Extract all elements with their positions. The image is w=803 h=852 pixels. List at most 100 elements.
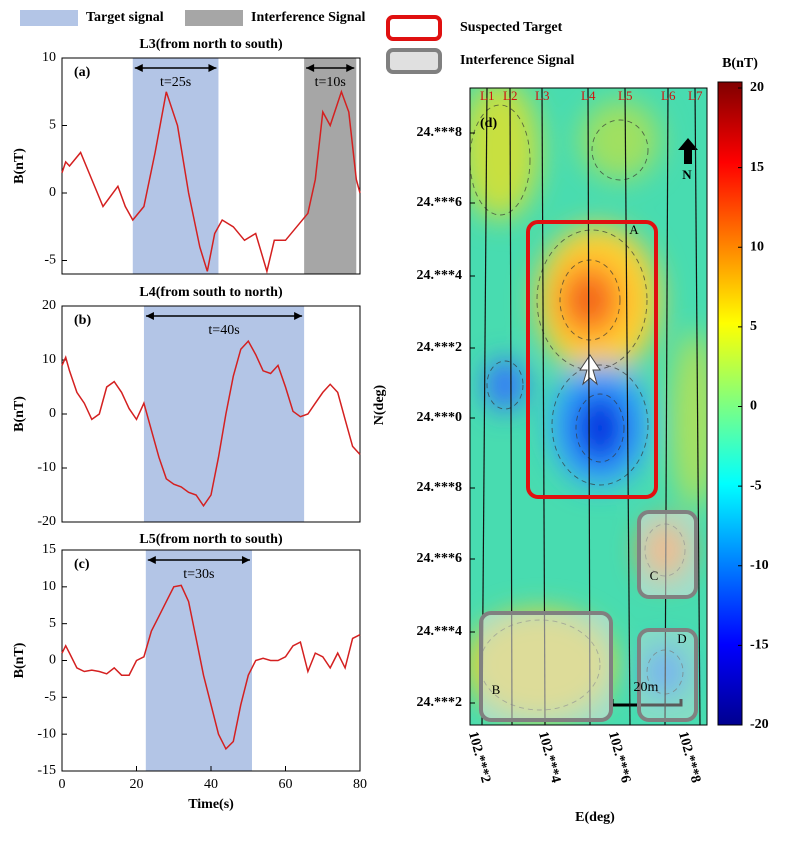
x-tick-label: 80 [353,777,367,792]
y-tick-label: 24.***0 [417,410,463,425]
y-tick-label: 24.***6 [417,195,463,210]
legend-swatch [386,15,442,41]
x-tick-label: 40 [204,777,218,792]
y-tick-label: 5 [49,616,56,631]
x-tick-label: 60 [279,777,293,792]
region-box [526,220,658,499]
survey-line-label: L5 [618,88,632,103]
survey-line-label: L4 [581,88,596,103]
survey-line [694,87,701,726]
x-tick-label: 102.***8 [675,730,703,785]
chart-title: L5(from north to south) [139,532,283,547]
y-tick-label: 5 [49,118,56,133]
span-label: t=10s [315,75,346,90]
x-tick-label: 102.***4 [535,730,563,785]
panel-label: (b) [74,313,91,328]
legend-label: Interference Signal [460,53,575,68]
y-tick-label: 0 [49,185,56,200]
y-tick-label: 0 [49,406,56,421]
survey-line [664,87,669,726]
legend-label: Interference Signal [251,10,366,25]
x-tick-label: 0 [59,777,66,792]
y-tick-label: -10 [37,726,56,741]
y-tick-label: 24.***8 [417,480,463,495]
colorbar-tick-label: -20 [750,717,769,732]
y-tick-label: 10 [42,579,56,594]
y-tick-label: 24.***2 [417,340,463,355]
survey-line-label: L6 [661,88,676,103]
chart-title: L3(from north to south) [139,37,283,52]
panel-label: (c) [74,557,90,572]
region-box [637,510,698,599]
region-label: B [492,682,501,697]
legend-label: Target signal [86,10,164,25]
colorbar-tick-label: 5 [750,319,757,334]
region-box [479,611,613,722]
survey-line [624,87,631,726]
y-tick-label: 10 [42,352,56,367]
north-label: N [682,167,692,182]
y-tick-label: 20 [42,298,56,313]
colorbar-tick-label: 15 [750,160,764,175]
x-tick-label: 102.***6 [605,730,633,785]
survey-line-label: L3 [535,88,549,103]
region-label: C [650,568,659,583]
x-axis-label: Time(s) [188,797,234,812]
colorbar-tick-label: 10 [750,239,764,254]
panel-label: (d) [480,116,497,131]
y-tick-label: -15 [37,763,56,778]
y-tick-label: 10 [42,50,56,65]
region-box [637,628,698,722]
y-axis-label: B(nT) [12,642,27,678]
y-tick-label: 24.***8 [417,125,463,140]
signal-span [145,550,252,771]
survey-line-label: L2 [503,88,517,103]
y-axis-label: N(deg) [372,384,387,425]
survey-line-label: L7 [688,88,703,103]
signal-line [61,339,361,508]
chart-title: L4(from south to north) [139,285,283,300]
legend-label: Suspected Target [460,20,563,35]
y-tick-label: -10 [37,460,56,475]
legend-swatch [386,48,442,74]
x-axis-label: E(deg) [575,810,615,825]
scale-label: 20m [634,680,659,695]
colorbar-tick-label: -10 [750,558,769,573]
signal-span [304,58,357,274]
signal-span [132,58,219,274]
y-tick-label: -20 [37,514,56,529]
colorbar-tick-label: -5 [750,478,762,493]
target-marker [579,354,601,386]
y-axis-label: B(nT) [12,396,27,432]
region-label: D [677,631,686,646]
y-tick-label: 0 [49,653,56,668]
signal-line [61,89,361,275]
legend-swatch [20,10,78,26]
span-label: t=25s [160,75,191,90]
y-tick-label: 15 [42,542,56,557]
colorbar-tick-label: 0 [750,399,757,414]
y-tick-label: -5 [44,253,56,268]
signal-line [61,584,361,751]
colorbar-tick-label: 20 [750,80,764,95]
span-label: t=30s [183,567,214,582]
y-tick-label: -5 [44,690,56,705]
signal-span [143,306,305,522]
panel-label: (a) [74,65,91,80]
colorbar-tick-label: -15 [750,638,769,653]
survey-line-label: L1 [480,88,494,103]
colorbar [717,81,743,726]
x-tick-label: 20 [130,777,144,792]
region-label: A [629,222,639,237]
y-tick-label: 24.***6 [417,551,463,566]
plot-frame [61,57,361,275]
y-tick-label: 24.***4 [417,268,463,283]
legend-swatch [185,10,243,26]
span-label: t=40s [208,323,239,338]
y-axis-label: B(nT) [12,148,27,184]
y-tick-label: 24.***4 [417,624,463,639]
north-arrow [678,138,698,164]
y-tick-label: 24.***2 [417,695,463,710]
colorbar-label: B(nT) [722,56,758,71]
